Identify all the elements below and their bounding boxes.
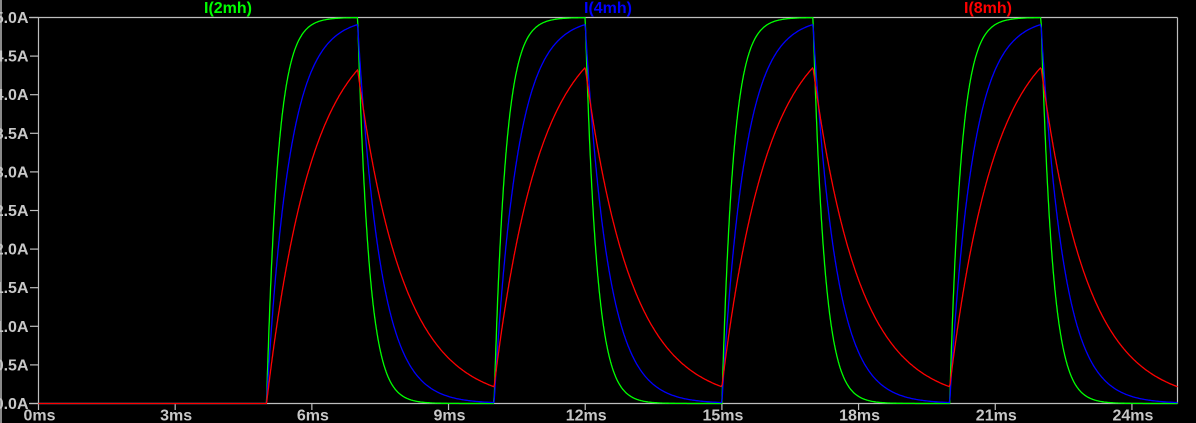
x-axis-tick-label[interactable]: 15ms [702,408,743,423]
y-axis-tick-label[interactable]: 2.0A [0,242,29,259]
legend-label-i8mh[interactable]: I(8mh) [964,0,1012,17]
trace-I(8mh)[interactable] [38,66,1178,405]
trace-I(2mh)[interactable] [38,16,1178,405]
x-axis-tick-label[interactable]: 9ms [434,408,466,423]
y-axis-tick-label[interactable]: 2.5A [0,203,29,220]
y-axis-tick-label[interactable]: 0.0A [0,396,29,413]
y-axis-tick-label[interactable]: 5.0A [0,10,29,27]
x-axis-tick-label[interactable]: 12ms [566,408,607,423]
x-axis-tick-label[interactable]: 6ms [297,408,329,423]
legend-label-i2mh[interactable]: I(2mh) [204,0,252,17]
y-axis-tick-label[interactable]: 4.0A [0,87,29,104]
x-axis-tick-label[interactable]: 0ms [23,408,55,423]
legend-label-i4mh[interactable]: I(4mh) [584,0,632,17]
y-axis-tick-label[interactable]: 3.5A [0,126,29,143]
y-axis-tick-label[interactable]: 3.0A [0,164,29,181]
y-axis-tick-label[interactable]: 1.5A [0,280,29,297]
x-axis-tick-label[interactable]: 3ms [160,408,192,423]
x-axis-tick-label[interactable]: 21ms [976,408,1017,423]
x-axis-tick-label[interactable]: 18ms [839,408,880,423]
trace-legend: I(2mh) I(4mh) I(8mh) [0,0,1196,17]
window-left-edge [0,0,2,423]
y-axis-tick-label[interactable]: 1.0A [0,319,29,336]
y-axis-tick-label[interactable]: 0.5A [0,357,29,374]
y-axis-tick-label[interactable]: 4.5A [0,49,29,66]
trace-I(4mh)[interactable] [38,23,1178,405]
x-axis-tick-label[interactable]: 24ms [1112,408,1153,423]
